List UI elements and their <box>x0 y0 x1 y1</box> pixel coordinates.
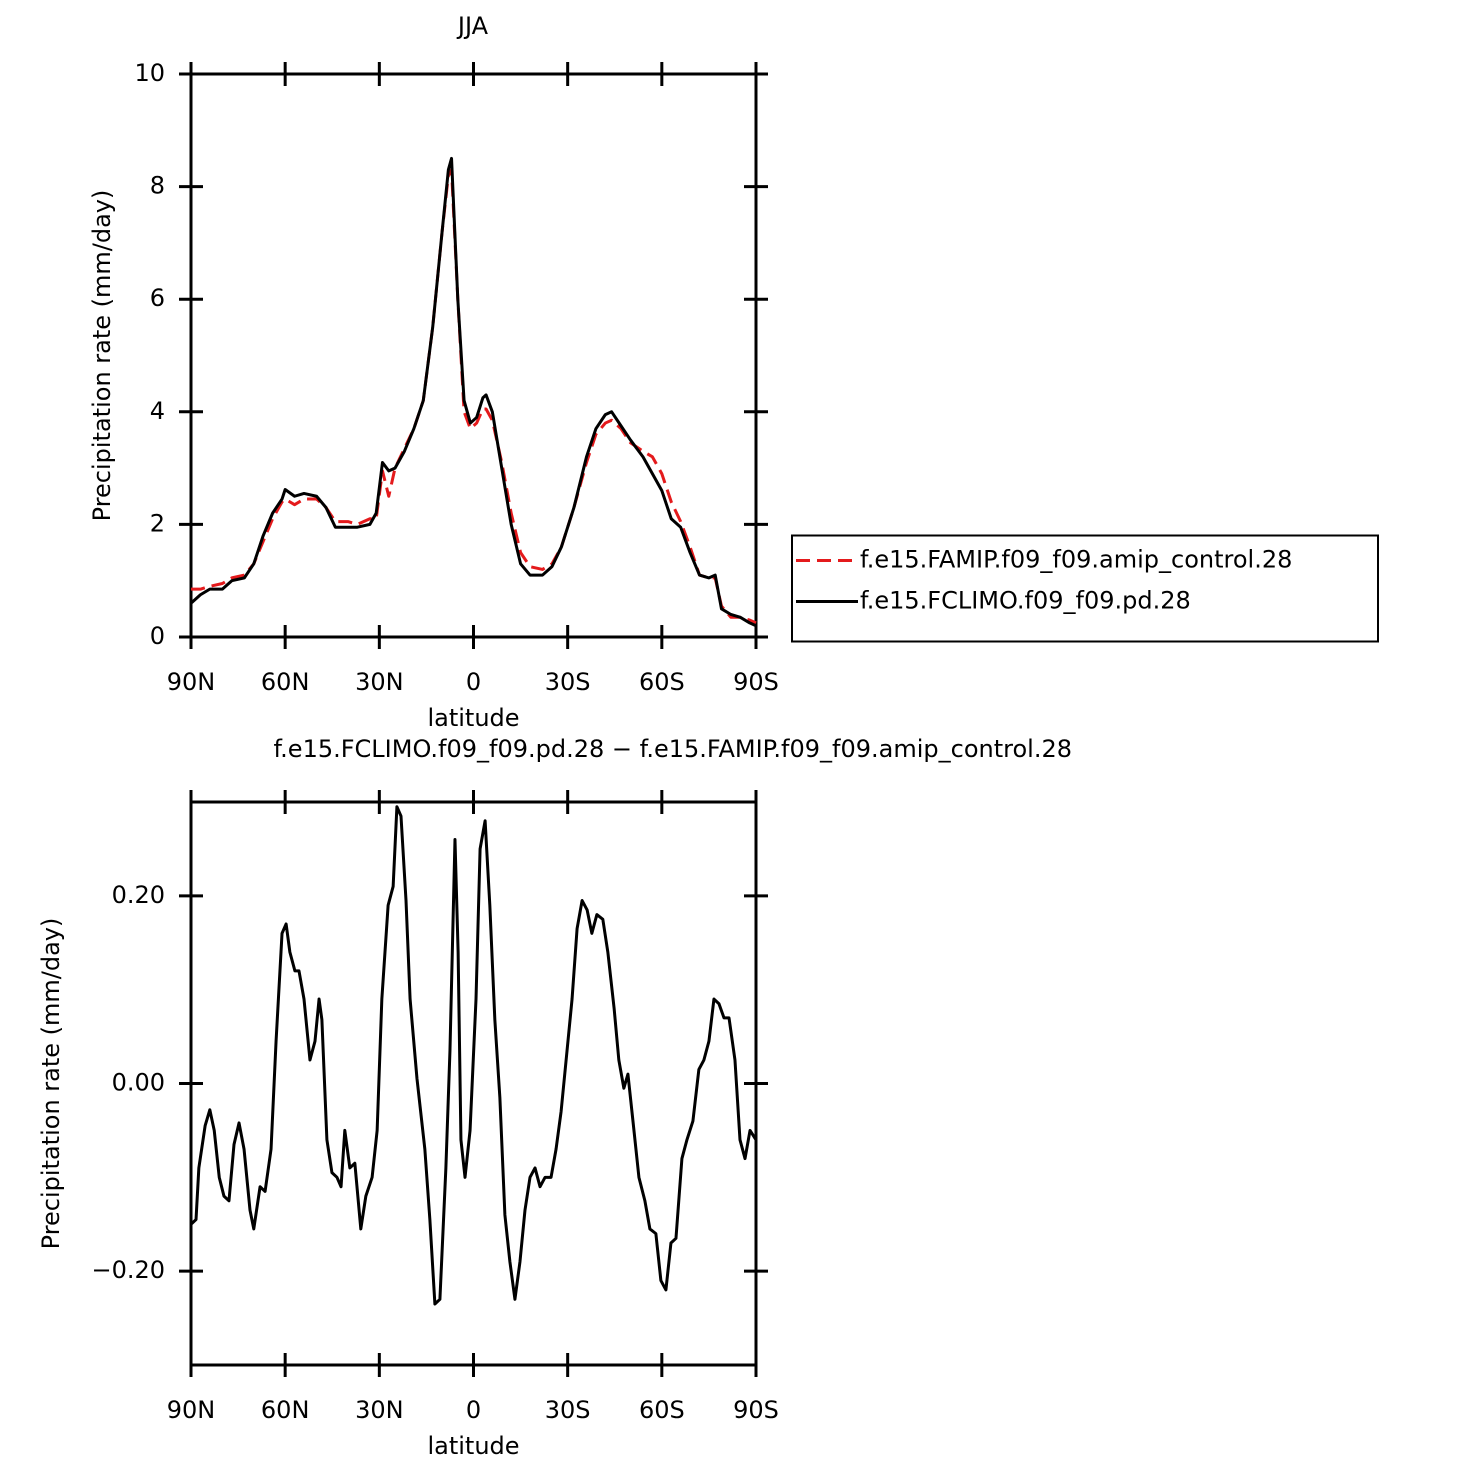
data-line <box>189 805 758 1306</box>
plot-frame <box>189 72 758 639</box>
y-tick-label: 6 <box>150 284 165 312</box>
y-tick-label: 0 <box>150 622 165 650</box>
legend-label: f.e15.FCLIMO.f09_f09.pd.28 <box>860 587 1191 615</box>
x-tick-label: 30N <box>355 1396 404 1424</box>
x-tick-label: 30S <box>545 668 591 696</box>
x-tick-label: 60N <box>261 668 310 696</box>
y-tick-label: −0.20 <box>91 1256 165 1284</box>
chart-title: f.e15.FCLIMO.f09_f09.pd.28 − f.e15.FAMIP… <box>273 735 1072 763</box>
x-tick-label: 0 <box>466 1396 481 1424</box>
y-tick-label: 0.20 <box>112 881 165 909</box>
y-axis-label: Precipitation rate (mm/day) <box>37 918 65 1250</box>
y-axis-label: Precipitation rate (mm/day) <box>88 190 116 522</box>
legend-label: f.e15.FAMIP.f09_f09.amip_control.28 <box>860 546 1292 574</box>
x-tick-label: 90N <box>167 1396 216 1424</box>
x-tick-label: 90S <box>733 1396 779 1424</box>
x-tick-label: 60S <box>639 1396 685 1424</box>
x-axis-label: latitude <box>427 704 519 732</box>
data-line <box>189 156 757 628</box>
data-line <box>191 168 757 625</box>
x-tick-label: 90N <box>167 668 216 696</box>
y-tick-label: 0.00 <box>112 1069 165 1097</box>
legend-box <box>791 534 1379 643</box>
y-tick-label: 10 <box>134 59 165 87</box>
y-tick-label: 8 <box>150 172 165 200</box>
x-tick-label: 0 <box>466 668 481 696</box>
y-tick-label: 2 <box>150 509 165 537</box>
x-axis-label: latitude <box>427 1432 519 1460</box>
x-tick-label: 30N <box>355 668 404 696</box>
y-tick-label: 4 <box>150 397 165 425</box>
x-tick-label: 30S <box>545 1396 591 1424</box>
chart-title: JJA <box>456 12 489 40</box>
x-tick-label: 60N <box>261 1396 310 1424</box>
x-tick-label: 90S <box>733 668 779 696</box>
x-tick-label: 60S <box>639 668 685 696</box>
